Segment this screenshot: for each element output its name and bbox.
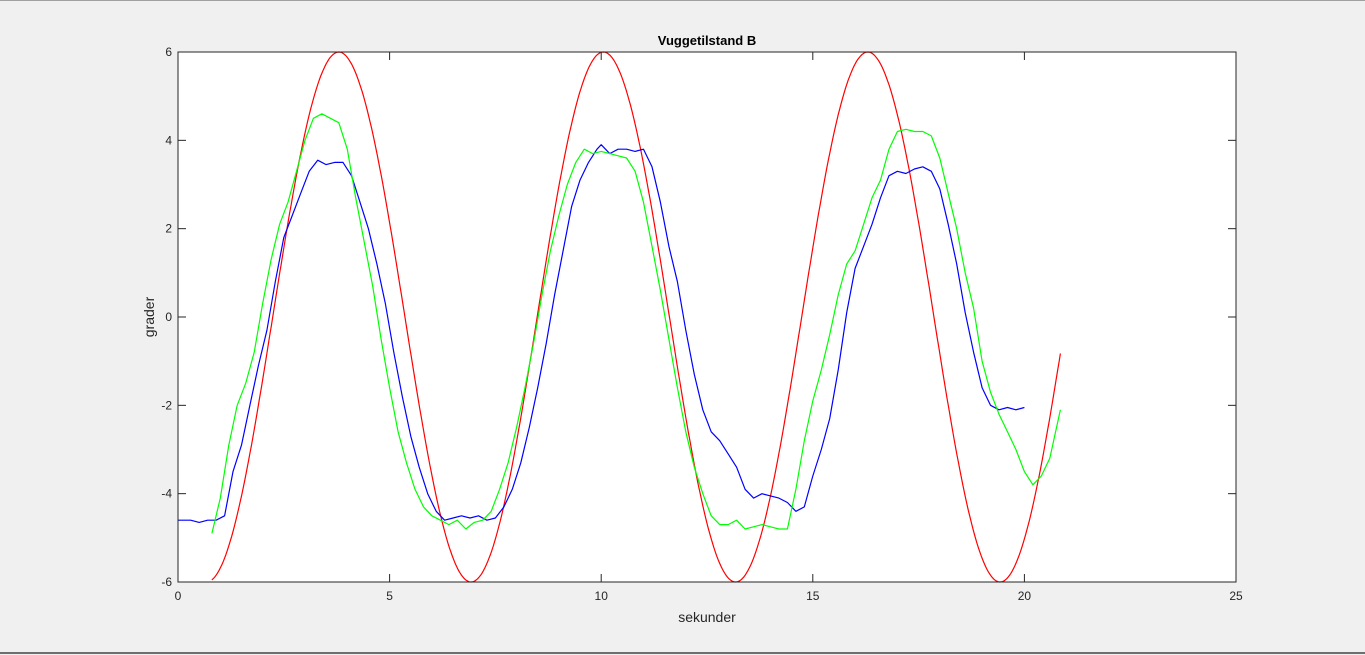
- plot-frame: [177, 51, 1237, 583]
- plot-area: [178, 52, 1236, 582]
- x-tick-label: 0: [175, 589, 182, 603]
- chart-title: Vuggetilstand B: [658, 33, 756, 48]
- y-axis-label: grader: [141, 296, 157, 337]
- series-line-1: [211, 51, 1061, 583]
- x-tick-label: 10: [595, 589, 609, 603]
- y-tick-label: 4: [165, 133, 172, 147]
- x-axis-label: sekunder: [678, 609, 736, 625]
- x-tick-label: 25: [1229, 589, 1243, 603]
- x-tick-label: 20: [1018, 589, 1032, 603]
- series-layer: [178, 51, 1061, 583]
- y-tick-label: -4: [161, 487, 172, 501]
- series-line-3: [211, 113, 1061, 534]
- y-tick-label: 0: [165, 310, 172, 324]
- y-tick-label: -2: [161, 398, 172, 412]
- y-tick-label: 6: [165, 45, 172, 59]
- y-tick-label: -6: [161, 575, 172, 589]
- series-line-2: [178, 144, 1025, 523]
- y-tick-label: 2: [165, 222, 172, 236]
- x-tick-label: 15: [806, 589, 820, 603]
- x-tick-label: 5: [386, 589, 393, 603]
